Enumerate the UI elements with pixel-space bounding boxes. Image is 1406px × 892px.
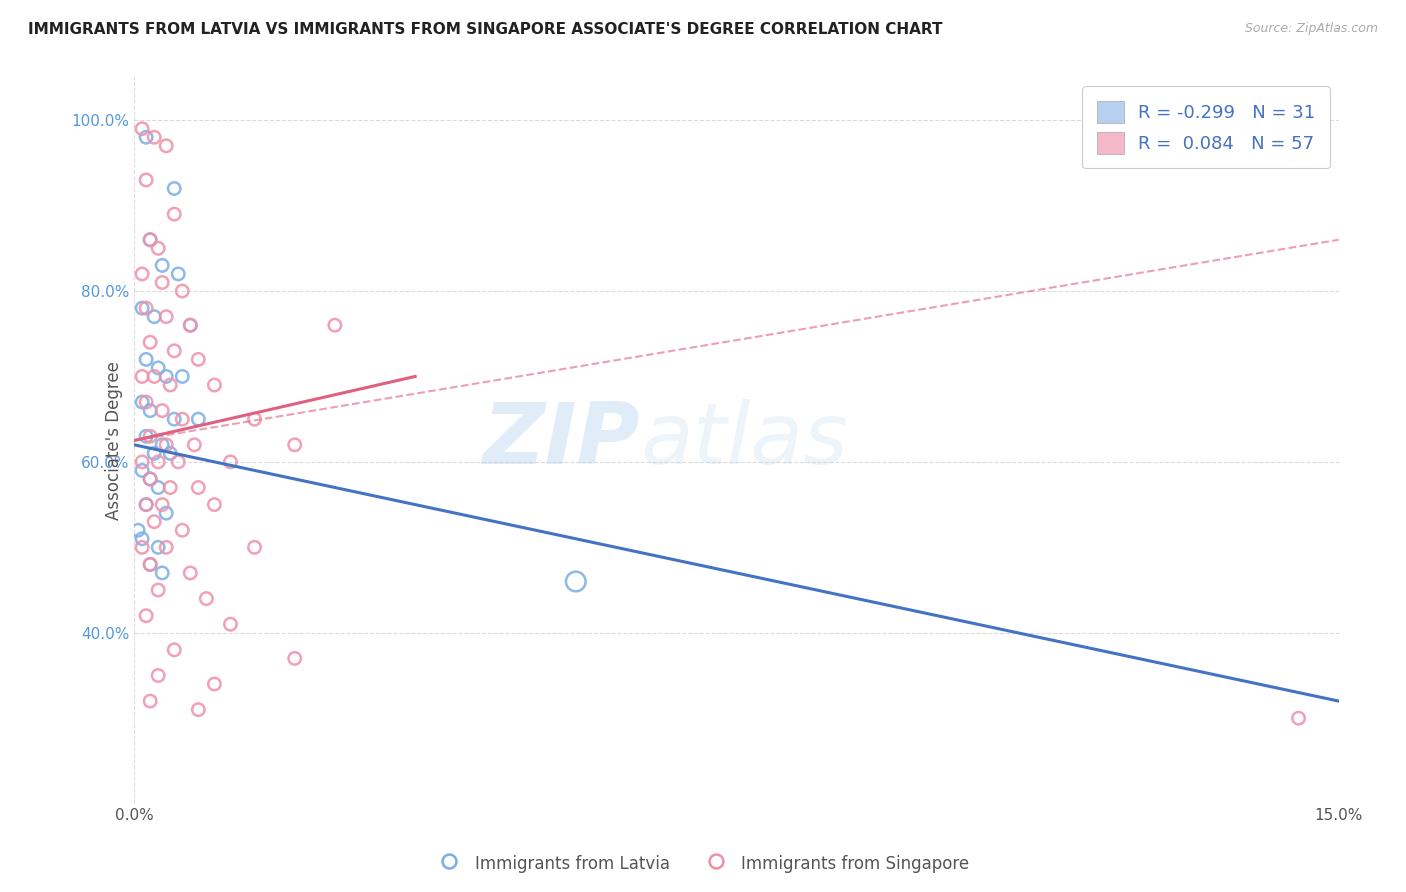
Point [179,318,201,333]
Point [135,301,157,315]
Point [135,429,157,443]
Point [163,181,186,195]
Point [148,541,170,555]
Point [187,352,209,367]
Point [131,301,153,315]
Text: ZIP: ZIP [482,399,640,482]
Point [150,403,173,417]
Point [148,481,170,495]
Point [143,310,166,324]
Point [155,138,177,153]
Point [172,523,194,537]
Point [167,267,190,281]
Point [135,498,157,512]
Point [150,259,173,273]
Point [155,506,177,520]
Point [155,541,177,555]
Point [202,677,225,691]
Point [172,284,194,298]
Point [139,694,162,708]
Point [148,360,170,375]
Point [150,498,173,512]
Point [150,438,173,452]
Point [323,318,346,333]
Point [219,455,242,469]
Text: IMMIGRANTS FROM LATVIA VS IMMIGRANTS FROM SINGAPORE ASSOCIATE'S DEGREE CORRELATI: IMMIGRANTS FROM LATVIA VS IMMIGRANTS FRO… [28,22,942,37]
Point [135,130,157,145]
Y-axis label: Associate's Degree: Associate's Degree [105,361,122,520]
Point [163,643,186,657]
Point [150,566,173,580]
Point [187,703,209,717]
Point [219,617,242,632]
Point [155,310,177,324]
Point [135,173,157,187]
Point [243,412,266,426]
Point [163,207,186,221]
Point [202,498,225,512]
Point [159,446,181,460]
Legend: Immigrants from Latvia, Immigrants from Singapore: Immigrants from Latvia, Immigrants from … [430,847,976,880]
Point [187,481,209,495]
Point [148,455,170,469]
Point [565,574,588,589]
Point [1288,711,1310,725]
Point [127,523,149,537]
Text: atlas: atlas [640,399,848,482]
Point [139,335,162,350]
Point [202,378,225,392]
Point [159,481,181,495]
Point [143,515,166,529]
Point [163,343,186,358]
Point [155,438,177,452]
Point [143,446,166,460]
Point [195,591,218,606]
Point [148,241,170,255]
Point [139,233,162,247]
Legend: R = -0.299   N = 31, R =  0.084   N = 57: R = -0.299 N = 31, R = 0.084 N = 57 [1083,87,1330,169]
Point [131,541,153,555]
Point [135,395,157,409]
Point [135,498,157,512]
Point [187,412,209,426]
Point [148,582,170,597]
Point [179,566,201,580]
Point [183,438,205,452]
Point [155,369,177,384]
Point [139,558,162,572]
Point [131,369,153,384]
Point [159,378,181,392]
Point [150,276,173,290]
Text: Source: ZipAtlas.com: Source: ZipAtlas.com [1244,22,1378,36]
Point [143,369,166,384]
Point [131,121,153,136]
Point [131,532,153,546]
Point [139,472,162,486]
Point [139,403,162,417]
Point [139,429,162,443]
Point [284,651,307,665]
Point [284,438,307,452]
Point [139,558,162,572]
Point [172,412,194,426]
Point [131,463,153,477]
Point [131,395,153,409]
Point [139,472,162,486]
Point [243,541,266,555]
Point [131,455,153,469]
Point [148,668,170,682]
Point [131,267,153,281]
Point [163,412,186,426]
Point [167,455,190,469]
Point [143,130,166,145]
Point [139,233,162,247]
Point [135,352,157,367]
Point [135,608,157,623]
Point [172,369,194,384]
Point [179,318,201,333]
